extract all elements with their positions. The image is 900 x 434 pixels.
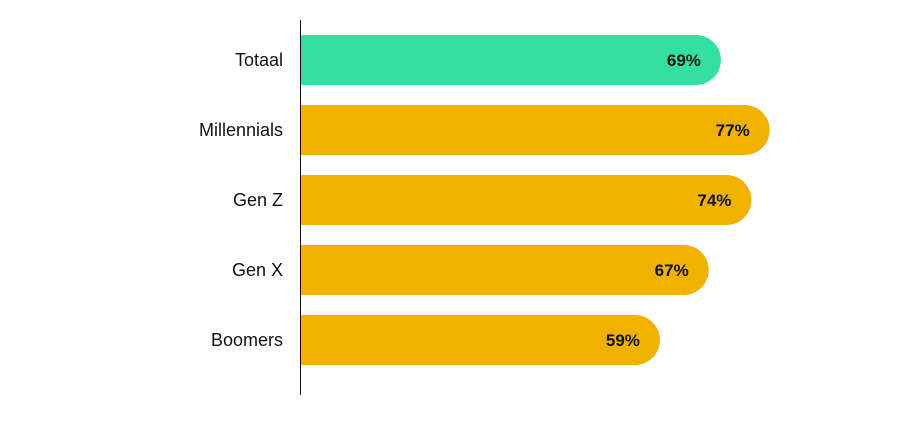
category-labels-group: Totaal Millennials Gen Z Gen X Boomers xyxy=(199,50,283,350)
category-label-gen-z: Gen Z xyxy=(233,190,283,210)
category-label-gen-x: Gen X xyxy=(232,260,283,280)
bar-boomers xyxy=(300,315,660,365)
category-label-totaal: Totaal xyxy=(235,50,283,70)
value-label-gen-x: 67% xyxy=(655,261,689,280)
value-label-gen-z: 74% xyxy=(697,191,731,210)
bar-gen-x xyxy=(300,245,709,295)
bar-totaal xyxy=(300,35,721,85)
value-label-totaal: 69% xyxy=(667,51,701,70)
bars-group xyxy=(300,35,770,365)
bar-gen-z xyxy=(300,175,752,225)
value-labels-group: 69% 77% 74% 67% 59% xyxy=(606,51,750,350)
bar-millennials xyxy=(300,105,770,155)
category-label-boomers: Boomers xyxy=(211,330,283,350)
value-label-millennials: 77% xyxy=(716,121,750,140)
value-label-boomers: 59% xyxy=(606,331,640,350)
category-label-millennials: Millennials xyxy=(199,120,283,140)
